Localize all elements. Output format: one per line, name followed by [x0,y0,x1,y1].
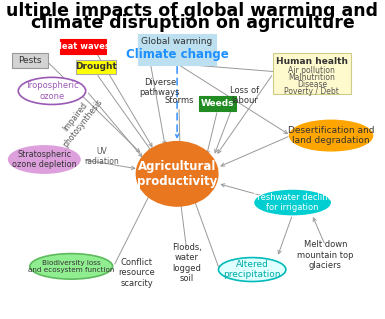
FancyBboxPatch shape [12,53,48,68]
Text: Impaired
photosynthesis: Impaired photosynthesis [53,91,105,149]
Ellipse shape [290,121,373,151]
Text: Disease: Disease [297,80,327,89]
Ellipse shape [219,258,286,281]
Text: Drought: Drought [75,63,117,71]
Ellipse shape [9,146,80,173]
FancyBboxPatch shape [76,60,116,74]
Ellipse shape [137,142,218,206]
Ellipse shape [255,190,330,215]
Text: Floods,
water
logged
soil: Floods, water logged soil [172,243,202,283]
Text: UV
radiation: UV radiation [85,147,119,166]
Text: Altered
precipitation: Altered precipitation [223,260,281,279]
Text: Storms: Storms [164,96,194,105]
Text: Conflict
resource
scarcity: Conflict resource scarcity [118,258,155,288]
Text: Climate change: Climate change [126,48,228,61]
Ellipse shape [18,78,85,105]
Text: Tropospheric
ozone: Tropospheric ozone [25,81,79,100]
Text: Global warming: Global warming [141,37,213,46]
Text: Human health: Human health [276,57,348,66]
Text: Heat waves: Heat waves [55,42,110,51]
Text: Freshwater decline
for irrigation: Freshwater decline for irrigation [253,193,333,212]
Ellipse shape [30,254,112,279]
Text: climate disruption on agriculture: climate disruption on agriculture [31,14,354,32]
Text: Diverse
pathways: Diverse pathways [139,78,180,97]
FancyBboxPatch shape [199,96,236,111]
Text: Desertification and
land degradation: Desertification and land degradation [288,126,374,145]
Text: Poverty / Debt: Poverty / Debt [285,87,339,96]
Text: Biodiversity loss
and ecosystem function: Biodiversity loss and ecosystem function [28,260,114,273]
Text: Air pollution: Air pollution [288,66,335,75]
Text: Loss of
labour: Loss of labour [230,86,259,105]
Text: ultiple impacts of global warming and: ultiple impacts of global warming and [7,2,378,19]
Text: Pests: Pests [18,56,42,65]
Text: Weeds: Weeds [201,99,234,108]
FancyBboxPatch shape [60,39,105,54]
FancyBboxPatch shape [138,34,216,65]
FancyBboxPatch shape [273,53,351,94]
Text: Melt down
mountain top
glaciers: Melt down mountain top glaciers [297,240,353,270]
Text: Malnutrition: Malnutrition [288,73,335,82]
Text: Stratospheric
ozone depletion: Stratospheric ozone depletion [12,150,77,169]
Text: Agricultural
productivity: Agricultural productivity [137,160,217,188]
